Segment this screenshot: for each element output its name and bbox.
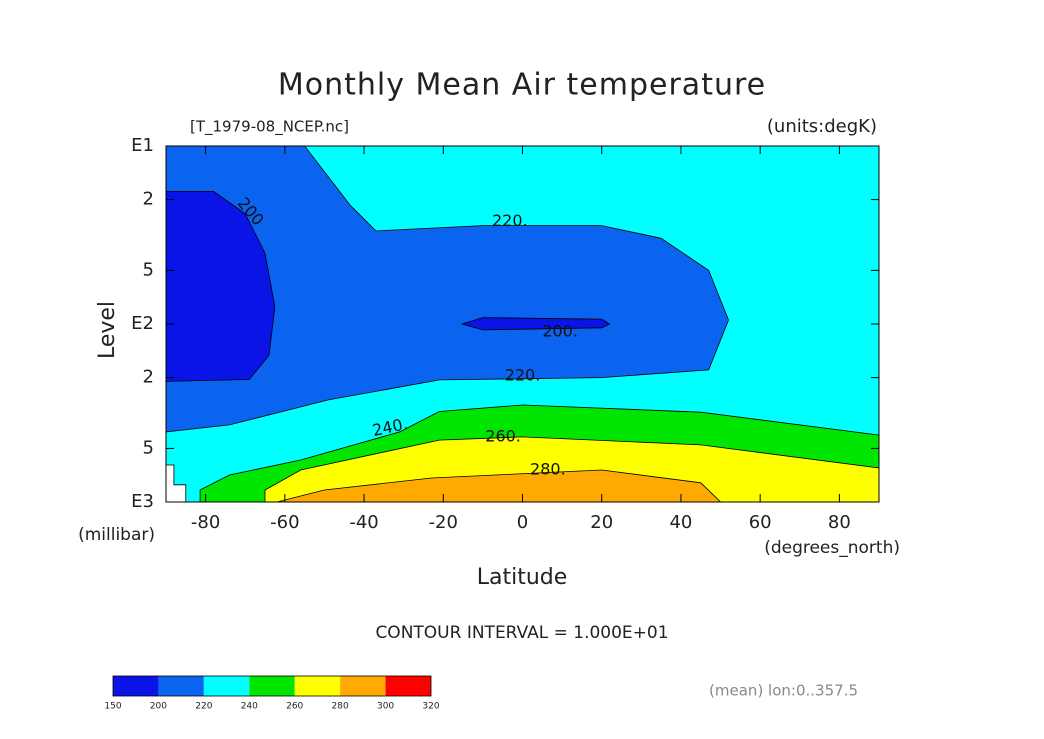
- colorbar-label: 200: [150, 702, 167, 712]
- colorbar-label: 320: [422, 702, 439, 712]
- contour-label: 220.: [492, 211, 528, 230]
- x-units: (degrees_north): [764, 538, 900, 558]
- colorbar-label: 280: [332, 702, 349, 712]
- chart-title: Monthly Mean Air temperature: [278, 68, 766, 103]
- colorbar-label: 240: [241, 702, 258, 712]
- y-axis-label: Level: [95, 301, 120, 359]
- x-tick-label: -40: [349, 512, 378, 533]
- y-tick-label: 2: [143, 189, 154, 210]
- y-tick-label: E2: [131, 313, 154, 334]
- y-units: (millibar): [78, 525, 155, 545]
- colorbar-swatch: [249, 676, 295, 696]
- colorbar-swatch: [203, 676, 250, 696]
- x-tick-label: 0: [517, 512, 528, 533]
- colorbar-swatch: [113, 676, 159, 696]
- contour-region: [460, 317, 611, 331]
- colorbar-label: 300: [377, 702, 394, 712]
- contour-region: [165, 190, 276, 382]
- colorbar-swatch: [385, 676, 431, 696]
- colorbar-swatch: [294, 676, 341, 696]
- units-label: (units:degK): [767, 116, 877, 137]
- x-tick-label: -60: [270, 512, 299, 533]
- contour-label: 220.: [505, 366, 541, 385]
- y-tick-label: 5: [143, 259, 154, 280]
- y-tick-label: 2: [143, 367, 154, 388]
- x-tick-label: 80: [828, 512, 851, 533]
- y-tick-label: E3: [131, 491, 154, 512]
- y-tick-label: E1: [131, 135, 154, 156]
- contour-region: [165, 145, 729, 433]
- y-tick-label: 5: [143, 437, 154, 458]
- x-tick-label: 20: [590, 512, 613, 533]
- footer: (mean) lon:0..357.5: [709, 682, 858, 700]
- colorbar-frame: [112, 675, 432, 697]
- colorbar-swatch: [158, 676, 204, 696]
- x-tick-label: 40: [669, 512, 692, 533]
- x-tick-label: 60: [749, 512, 772, 533]
- x-tick-label: -20: [429, 512, 458, 533]
- contour-interval: CONTOUR INTERVAL = 1.000E+01: [375, 623, 668, 643]
- contour-label: 200.: [542, 322, 578, 341]
- colorbar-label: 260: [286, 702, 303, 712]
- colorbar-swatch: [340, 676, 386, 696]
- contour-label: 260.: [485, 426, 521, 445]
- x-tick-label: -80: [191, 512, 220, 533]
- contour-label: 280.: [530, 459, 566, 478]
- colorbar-label: 220: [195, 702, 212, 712]
- colorbar-label: 150: [104, 702, 121, 712]
- subtitle: [T_1979-08_NCEP.nc]: [190, 118, 349, 137]
- x-axis-label: Latitude: [477, 565, 568, 590]
